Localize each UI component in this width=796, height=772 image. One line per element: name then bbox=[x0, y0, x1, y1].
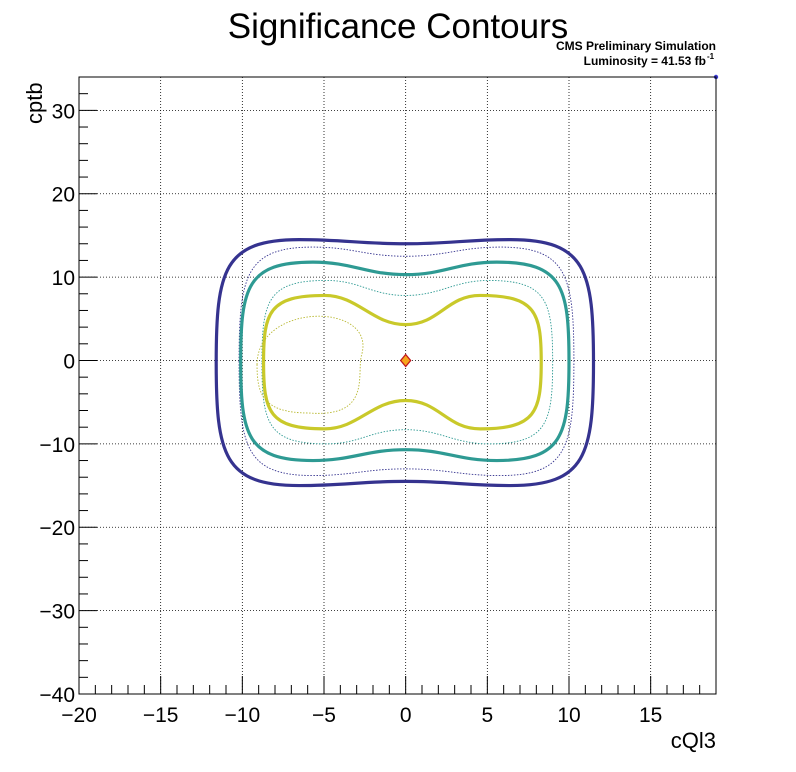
x-tick-label: −5 bbox=[312, 704, 336, 727]
luminosity-exponent: -1 bbox=[707, 52, 715, 61]
x-tick-label: 5 bbox=[481, 704, 493, 727]
plot-frame bbox=[78, 76, 717, 695]
y-tick-labels: −40 −30 −20 −10 0 10 20 30 bbox=[39, 100, 75, 707]
x-tick-label: 10 bbox=[557, 704, 580, 727]
x-tick-label: −10 bbox=[225, 704, 261, 727]
y-tick-label: −10 bbox=[39, 434, 75, 457]
contour-middle bbox=[239, 260, 571, 463]
y-axis-title: cptb bbox=[22, 82, 47, 124]
contour-inner bbox=[261, 293, 543, 431]
x-tick-label: 15 bbox=[639, 704, 662, 727]
y-tick-label: 0 bbox=[63, 350, 75, 373]
y-tick-label: 30 bbox=[52, 100, 75, 123]
x-tick-label: −15 bbox=[143, 704, 179, 727]
x-axis-title: cQl3 bbox=[671, 728, 716, 753]
contour-outer-inner bbox=[238, 246, 575, 476]
chart-title: Significance Contours bbox=[228, 7, 568, 46]
best-fit-marker bbox=[399, 353, 412, 368]
luminosity-label: Luminosity = 41.53 fb bbox=[584, 54, 706, 68]
y-tick-label: −30 bbox=[39, 601, 75, 624]
contour-lines bbox=[214, 237, 596, 488]
y-tick-label: 20 bbox=[52, 184, 75, 207]
x-tick-labels: −20 −15 −10 −5 0 5 10 15 bbox=[61, 704, 662, 727]
x-tick-label: 0 bbox=[400, 704, 412, 727]
y-tick-label: 10 bbox=[52, 267, 75, 290]
y-tick-label: −20 bbox=[39, 517, 75, 540]
grid bbox=[79, 77, 716, 694]
y-tick-label: −40 bbox=[39, 684, 75, 707]
contour-middle-inner bbox=[261, 279, 554, 445]
contour-inner-lobe bbox=[256, 315, 364, 414]
markers bbox=[399, 74, 719, 368]
axis-ticks bbox=[78, 76, 717, 695]
x-tick-label: −20 bbox=[61, 704, 97, 727]
cms-label: CMS Preliminary Simulation bbox=[556, 39, 716, 53]
contour-outer bbox=[214, 237, 596, 488]
